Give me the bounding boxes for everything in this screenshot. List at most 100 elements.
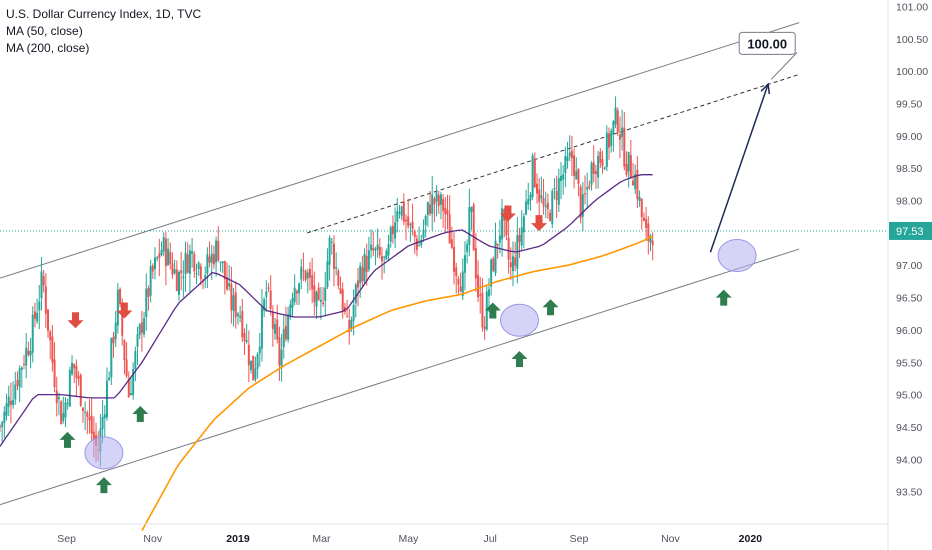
- candle-body: [158, 253, 161, 259]
- candle-body: [140, 322, 143, 333]
- candle-body: [557, 178, 560, 205]
- candle-body: [40, 271, 43, 299]
- candle-body: [311, 275, 314, 290]
- highlight-circle: [499, 303, 539, 337]
- candle-body: [625, 164, 628, 175]
- candle-body: [533, 158, 536, 188]
- candle-body: [551, 190, 554, 225]
- candle-body: [559, 175, 562, 182]
- candle-body: [232, 295, 235, 312]
- candle-body: [402, 201, 405, 222]
- candle-body: [236, 313, 239, 316]
- candle-body: [566, 156, 569, 161]
- y-tick-label: 101.00: [896, 1, 928, 13]
- candle-body: [531, 155, 534, 197]
- candle-body: [298, 283, 301, 294]
- candle-body: [195, 273, 198, 275]
- candle-body: [415, 238, 418, 250]
- candle-body: [426, 202, 429, 216]
- candle-body: [16, 380, 19, 386]
- candle-body: [206, 254, 209, 274]
- candle-body: [7, 396, 10, 407]
- candle-body: [79, 374, 82, 406]
- candle-body: [463, 255, 466, 273]
- candle-body: [188, 250, 191, 274]
- candle-body: [538, 189, 541, 202]
- candle-body: [405, 219, 408, 222]
- candle-body: [103, 414, 106, 419]
- candle-body: [627, 151, 630, 172]
- candle-body: [584, 193, 587, 195]
- candle-body: [226, 277, 229, 290]
- candle-body: [184, 252, 187, 275]
- candle-body: [446, 210, 449, 215]
- candle-body: [143, 318, 146, 335]
- candle-body: [77, 376, 80, 379]
- candle-body: [123, 340, 126, 361]
- candle-body: [376, 244, 379, 250]
- candle-body: [612, 121, 615, 135]
- candle-body: [193, 253, 196, 272]
- candle-body: [350, 319, 353, 329]
- candle-body: [638, 197, 641, 202]
- red-down-arrow: [116, 302, 133, 319]
- candle-body: [341, 289, 344, 311]
- y-tick-label: 99.50: [896, 99, 922, 111]
- x-tick-label: Sep: [570, 533, 589, 545]
- candle-body: [199, 266, 202, 279]
- candle-body: [651, 240, 654, 246]
- candle-body: [365, 255, 368, 272]
- candle-body: [396, 211, 399, 222]
- candle-body: [191, 251, 194, 254]
- candle-body: [577, 168, 580, 185]
- candle-body: [326, 261, 329, 288]
- chart-title: U.S. Dollar Currency Index, 1D, TVC: [6, 7, 202, 21]
- candle-body: [494, 240, 497, 274]
- candle-body: [317, 287, 320, 300]
- candle-body: [274, 324, 277, 334]
- candle-body: [245, 340, 248, 343]
- candle-body: [38, 301, 41, 311]
- candle-body: [527, 199, 530, 205]
- candle-body: [374, 248, 377, 251]
- candle-body: [540, 195, 543, 199]
- candle-body: [337, 270, 340, 286]
- candle-body: [180, 270, 183, 274]
- ma200-line: [141, 235, 654, 531]
- candle-body: [588, 185, 591, 188]
- candle-body: [125, 359, 128, 377]
- candle-body: [243, 332, 246, 342]
- candle-body: [439, 194, 442, 205]
- candle-body: [472, 204, 475, 251]
- candle-body: [474, 247, 477, 279]
- candle-body: [354, 284, 357, 304]
- candle-body: [455, 267, 458, 276]
- candle-body: [356, 280, 359, 288]
- candle-body: [223, 261, 226, 280]
- red-down-arrow: [531, 215, 548, 232]
- candle-body: [169, 251, 172, 264]
- candle-body: [359, 265, 362, 284]
- candle-body: [212, 253, 215, 265]
- candle-body: [260, 306, 263, 349]
- candle-body: [256, 353, 259, 369]
- target-label-leader: [770, 52, 798, 80]
- x-tick-label: Nov: [143, 533, 162, 545]
- candle-body: [136, 334, 139, 347]
- candle-body: [71, 362, 74, 375]
- candle-body: [645, 219, 648, 229]
- candle-body: [90, 415, 93, 434]
- candle-body: [614, 107, 617, 125]
- candle-body: [483, 326, 486, 330]
- candle-body: [278, 337, 281, 366]
- candle-body: [389, 227, 392, 242]
- candle-body: [391, 226, 394, 235]
- candle-body: [234, 292, 237, 318]
- green-up-arrow: [484, 302, 501, 319]
- candle-body: [147, 287, 150, 297]
- candle-body: [623, 127, 626, 167]
- channel-lines: [0, 22, 888, 506]
- candle-body: [12, 399, 15, 406]
- candle-body: [108, 377, 111, 381]
